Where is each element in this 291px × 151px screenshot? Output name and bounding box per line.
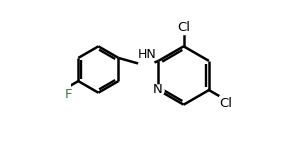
Text: HN: HN xyxy=(138,48,156,61)
Text: Cl: Cl xyxy=(220,97,233,110)
Text: F: F xyxy=(65,88,72,101)
Text: Cl: Cl xyxy=(177,21,190,34)
Text: N: N xyxy=(153,83,162,96)
